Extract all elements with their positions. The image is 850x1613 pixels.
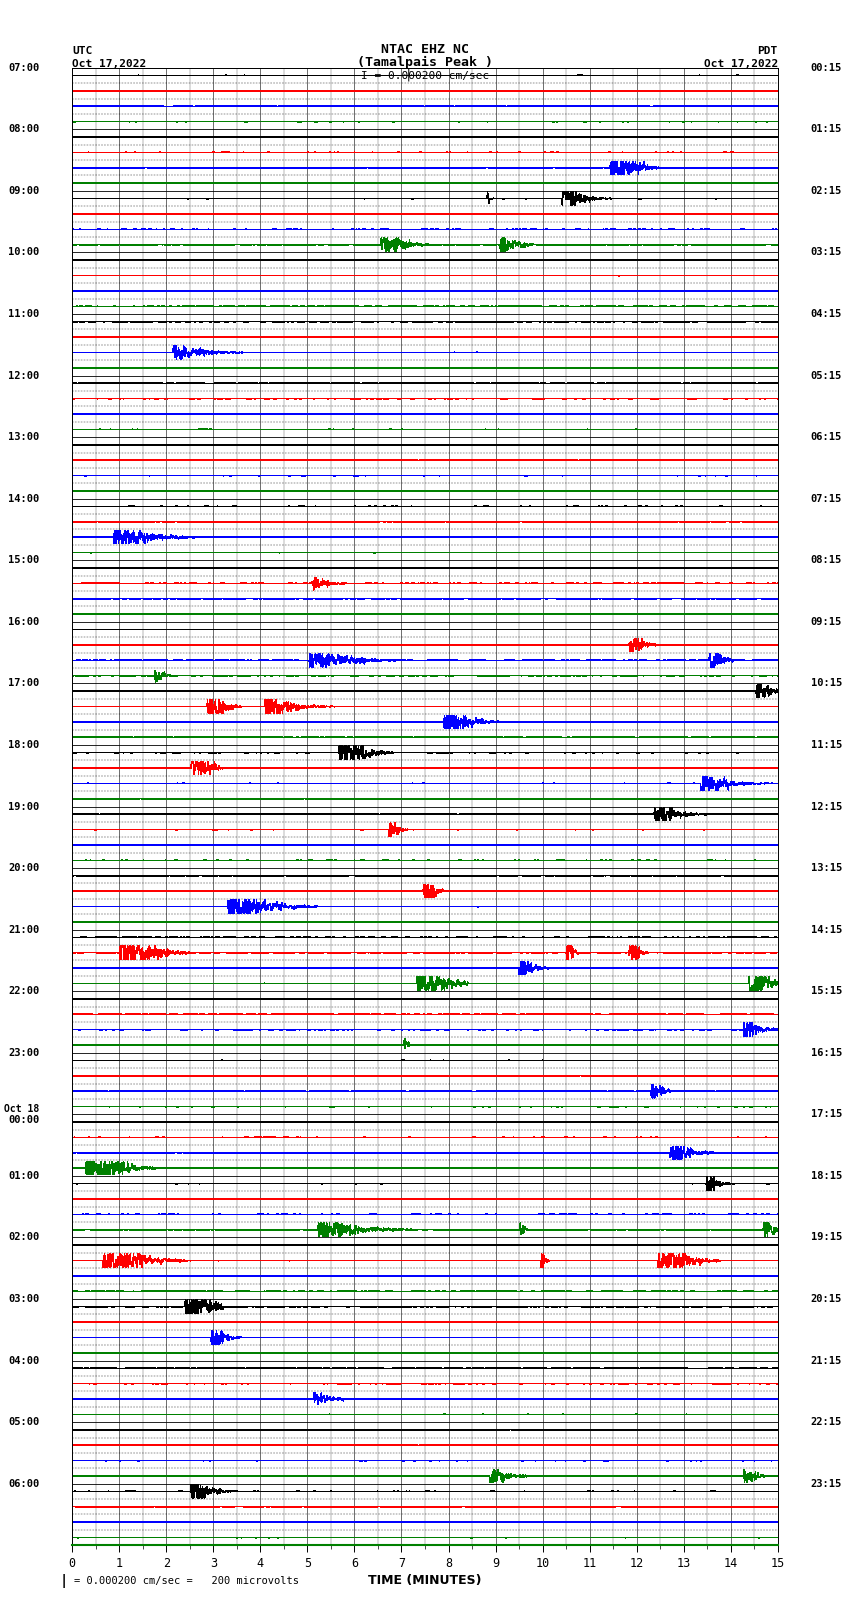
- Text: Oct 17,2022: Oct 17,2022: [704, 60, 778, 69]
- Text: 04:15: 04:15: [811, 310, 842, 319]
- Text: 06:15: 06:15: [811, 432, 842, 442]
- Text: 00:15: 00:15: [811, 63, 842, 73]
- Text: PDT: PDT: [757, 45, 778, 56]
- Text: NTAC EHZ NC: NTAC EHZ NC: [381, 42, 469, 56]
- Text: 12:00: 12:00: [8, 371, 39, 381]
- Text: 23:00: 23:00: [8, 1048, 39, 1058]
- Text: 01:15: 01:15: [811, 124, 842, 134]
- Text: 20:15: 20:15: [811, 1294, 842, 1303]
- Text: 13:00: 13:00: [8, 432, 39, 442]
- Text: 02:15: 02:15: [811, 185, 842, 195]
- Text: 11:15: 11:15: [811, 740, 842, 750]
- Text: 09:15: 09:15: [811, 616, 842, 627]
- Text: 16:15: 16:15: [811, 1048, 842, 1058]
- Text: 11:00: 11:00: [8, 310, 39, 319]
- Text: 21:00: 21:00: [8, 924, 39, 934]
- Text: = 0.000200 cm/sec =   200 microvolts: = 0.000200 cm/sec = 200 microvolts: [74, 1576, 299, 1586]
- Text: 10:00: 10:00: [8, 247, 39, 258]
- Text: 12:15: 12:15: [811, 802, 842, 811]
- Text: 01:00: 01:00: [8, 1171, 39, 1181]
- Text: 03:00: 03:00: [8, 1294, 39, 1303]
- Text: 13:15: 13:15: [811, 863, 842, 873]
- Text: 09:00: 09:00: [8, 185, 39, 195]
- Text: 20:00: 20:00: [8, 863, 39, 873]
- Text: 22:15: 22:15: [811, 1418, 842, 1428]
- Text: I = 0.000200 cm/sec: I = 0.000200 cm/sec: [361, 71, 489, 82]
- Text: 08:00: 08:00: [8, 124, 39, 134]
- Text: 10:15: 10:15: [811, 679, 842, 689]
- Text: 19:00: 19:00: [8, 802, 39, 811]
- Text: 19:15: 19:15: [811, 1232, 842, 1242]
- Text: 15:15: 15:15: [811, 986, 842, 997]
- Text: 17:15: 17:15: [811, 1110, 842, 1119]
- Text: 06:00: 06:00: [8, 1479, 39, 1489]
- Text: 14:15: 14:15: [811, 924, 842, 934]
- Text: 18:00: 18:00: [8, 740, 39, 750]
- Text: 22:00: 22:00: [8, 986, 39, 997]
- X-axis label: TIME (MINUTES): TIME (MINUTES): [368, 1574, 482, 1587]
- Text: 05:00: 05:00: [8, 1418, 39, 1428]
- Text: 23:15: 23:15: [811, 1479, 842, 1489]
- Text: 02:00: 02:00: [8, 1232, 39, 1242]
- Text: UTC: UTC: [72, 45, 93, 56]
- Text: 08:15: 08:15: [811, 555, 842, 565]
- Text: 21:15: 21:15: [811, 1355, 842, 1366]
- Text: 07:00: 07:00: [8, 63, 39, 73]
- Text: 05:15: 05:15: [811, 371, 842, 381]
- Text: |: |: [405, 68, 412, 82]
- Text: Oct 18: Oct 18: [4, 1103, 39, 1113]
- Text: 14:00: 14:00: [8, 494, 39, 503]
- Text: |: |: [60, 1574, 68, 1587]
- Text: 15:00: 15:00: [8, 555, 39, 565]
- Text: 16:00: 16:00: [8, 616, 39, 627]
- Text: (Tamalpais Peak ): (Tamalpais Peak ): [357, 56, 493, 69]
- Text: 00:00: 00:00: [8, 1115, 39, 1126]
- Text: 17:00: 17:00: [8, 679, 39, 689]
- Text: 07:15: 07:15: [811, 494, 842, 503]
- Text: 04:00: 04:00: [8, 1355, 39, 1366]
- Text: Oct 17,2022: Oct 17,2022: [72, 60, 146, 69]
- Text: 03:15: 03:15: [811, 247, 842, 258]
- Text: 18:15: 18:15: [811, 1171, 842, 1181]
